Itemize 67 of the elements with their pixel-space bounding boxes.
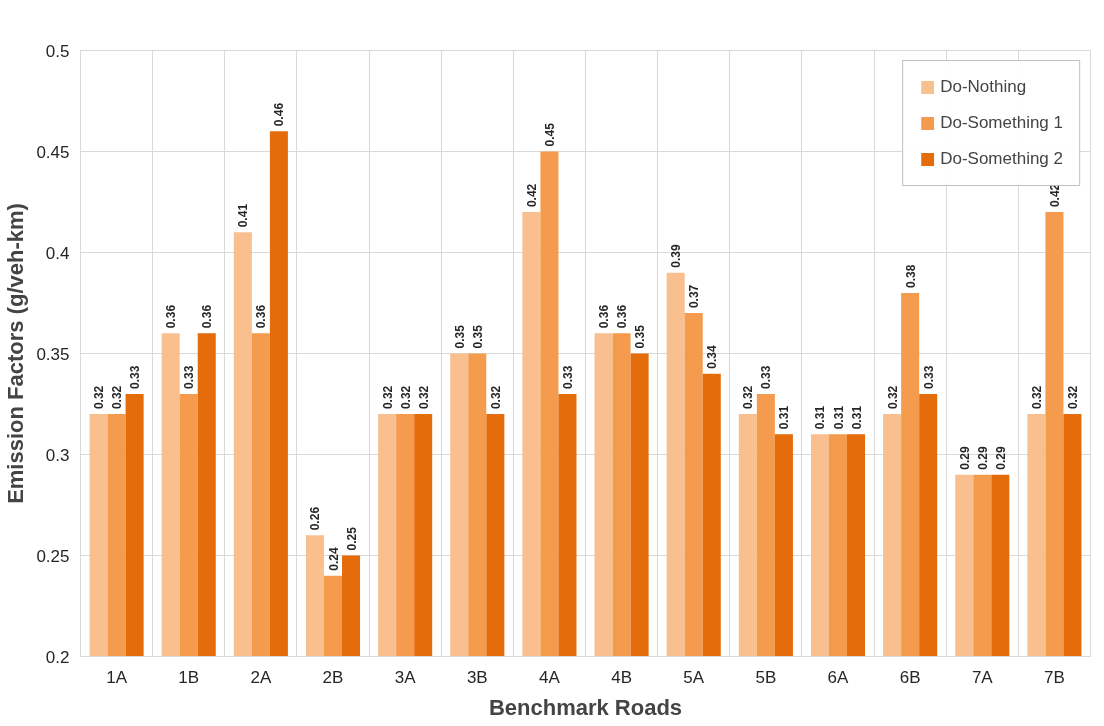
data-label: 0.33 <box>128 365 143 389</box>
data-label: 0.32 <box>1065 385 1080 410</box>
data-label: 0.32 <box>110 385 125 410</box>
x-tick-label: 4A <box>539 667 561 687</box>
y-tick-label: 0.2 <box>45 647 70 667</box>
data-label: 0.42 <box>524 183 539 208</box>
legend-label: Do-Nothing <box>940 77 1027 97</box>
data-label: 0.33 <box>921 365 936 389</box>
y-tick-label: 0.3 <box>45 445 70 465</box>
data-label: 0.37 <box>687 284 702 309</box>
data-label: 0.33 <box>759 365 774 389</box>
data-label: 0.31 <box>831 405 846 430</box>
y-tick-label: 0.25 <box>36 546 70 566</box>
x-tick-label: 4B <box>611 667 632 687</box>
data-label: 0.26 <box>308 506 323 531</box>
data-label: 0.24 <box>326 547 341 571</box>
data-label: 0.38 <box>903 264 918 288</box>
legend-label: Do-Something 2 <box>940 149 1063 169</box>
data-label: 0.31 <box>777 405 792 430</box>
x-tick-label: 2B <box>322 667 344 687</box>
y-tick-label: 0.5 <box>45 41 70 61</box>
data-label: 0.35 <box>633 324 648 349</box>
data-label: 0.33 <box>560 365 575 389</box>
x-tick-label: 6B <box>899 667 921 687</box>
data-label: 0.36 <box>597 304 612 329</box>
x-tick-label: 7A <box>971 667 994 687</box>
x-tick-label: 3A <box>394 667 417 687</box>
data-label: 0.35 <box>470 324 485 349</box>
y-tick-label: 0.4 <box>45 243 70 263</box>
data-label: 0.31 <box>849 405 864 430</box>
data-label: 0.29 <box>975 446 990 470</box>
x-tick-label: 5A <box>683 667 705 687</box>
data-label: 0.32 <box>380 385 395 410</box>
data-label: 0.31 <box>813 405 828 430</box>
data-label: 0.36 <box>164 304 179 329</box>
data-label: 0.32 <box>488 385 503 410</box>
y-axis-title: Emission Factors (g/veh-km) <box>3 203 29 504</box>
x-tick-label: 2A <box>250 667 272 687</box>
data-label: 0.45 <box>542 122 557 147</box>
data-label: 0.29 <box>993 446 1008 470</box>
data-label: 0.32 <box>885 385 900 410</box>
data-label: 0.32 <box>416 385 431 410</box>
data-label: 0.35 <box>452 324 467 349</box>
x-tick-label: 1A <box>106 667 128 687</box>
data-label: 0.29 <box>957 446 972 470</box>
x-tick-label: 6A <box>827 667 850 687</box>
data-label: 0.36 <box>615 304 630 329</box>
y-tick-label: 0.35 <box>36 344 70 364</box>
data-label: 0.39 <box>669 244 684 268</box>
data-label: 0.25 <box>344 526 359 551</box>
data-label: 0.33 <box>182 365 197 389</box>
data-label: 0.34 <box>705 345 720 369</box>
data-label: 0.32 <box>1029 385 1044 410</box>
data-label: 0.36 <box>254 304 269 329</box>
data-label: 0.32 <box>741 385 756 410</box>
x-tick-label: 5B <box>755 667 777 687</box>
data-label: 0.46 <box>272 102 287 127</box>
data-label: 0.41 <box>236 203 251 228</box>
y-tick-label: 0.45 <box>36 142 70 162</box>
x-axis-title: Benchmark Roads <box>488 694 683 720</box>
data-label: 0.36 <box>200 304 215 329</box>
x-tick-label: 7B <box>1044 667 1065 687</box>
legend-label: Do-Something 1 <box>940 113 1063 133</box>
x-tick-label: 1B <box>178 667 200 687</box>
data-label: 0.32 <box>398 385 413 410</box>
data-label: 0.32 <box>92 385 107 410</box>
x-tick-label: 3B <box>466 667 488 687</box>
